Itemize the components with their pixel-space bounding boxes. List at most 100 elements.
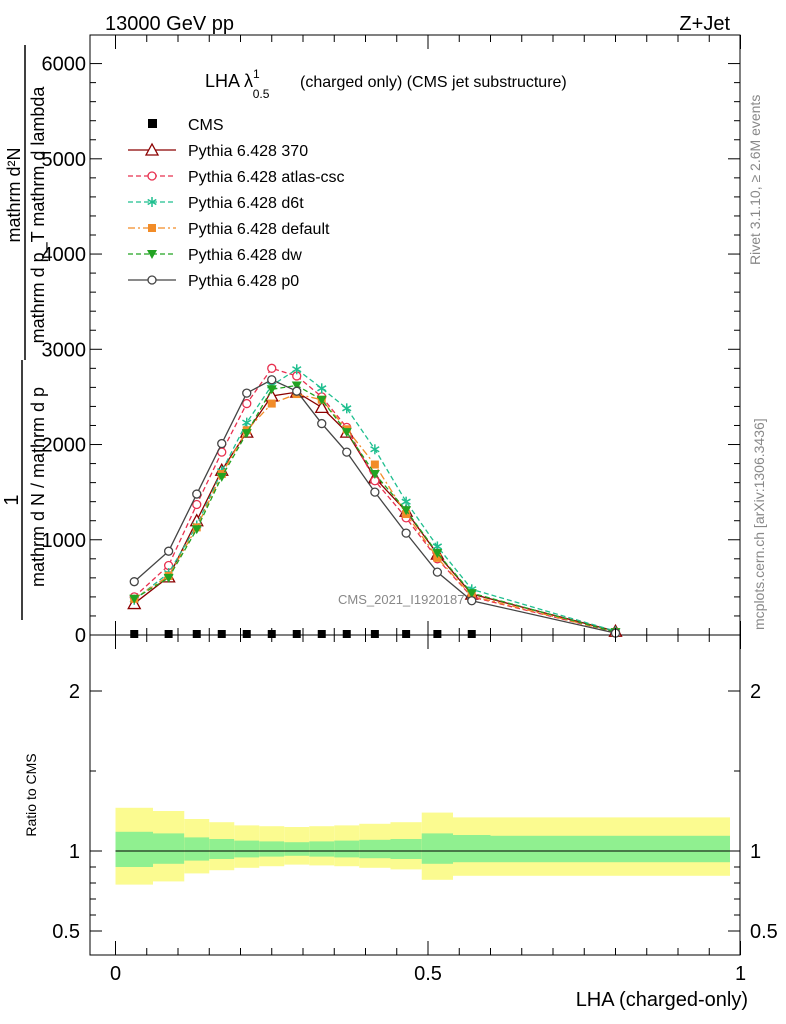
series-point [401, 528, 411, 538]
cms-point [217, 630, 226, 638]
cms-point [164, 630, 173, 638]
band-inner [284, 842, 310, 856]
cms-point [433, 630, 442, 638]
star-arm [242, 419, 252, 426]
series-line [133, 391, 616, 632]
series-point [314, 400, 329, 414]
upper-ylabel-den: mathrm d N / mathrm d p [28, 387, 48, 587]
series-point [163, 546, 174, 556]
series-point [241, 429, 252, 439]
lower-xlabel: LHA (charged-only) [576, 989, 748, 1011]
band-inner [453, 835, 491, 863]
band-inner [115, 831, 153, 867]
series-point [291, 381, 302, 391]
lower-ytick-label: 0.5 [52, 921, 80, 943]
legend: CMS Pythia 6.428 370 Pythia 6.428 atlas-cs… [128, 117, 345, 290]
band-inner [153, 833, 185, 864]
upper-ytick-label: 5000 [42, 149, 87, 171]
legend-label: Pythia 6.428 default [188, 221, 330, 238]
series-point [242, 398, 252, 409]
series-point [316, 395, 327, 405]
star-arm [370, 446, 380, 453]
upper-ytick-label: 1000 [42, 530, 87, 552]
series-point [129, 577, 139, 587]
series-point [191, 525, 202, 535]
series-point [342, 403, 352, 414]
band-inner [390, 839, 422, 859]
series-point [370, 487, 380, 497]
series-point [317, 383, 327, 394]
series-point [317, 418, 327, 429]
star-arm [292, 366, 302, 373]
upper-ylabel-num2: mathrm d²N [4, 147, 24, 242]
lower-plot-area [89, 634, 741, 956]
series-line [133, 379, 616, 634]
upper-ytick-label: 3000 [42, 339, 87, 361]
legend-item-4: Pythia 6.428 dw [128, 247, 302, 264]
series-point [163, 573, 174, 583]
lower-ytick-label-right: 2 [750, 681, 761, 703]
plot-title-main: LHA λ1 0.5 [205, 67, 270, 101]
watermark: CMS_2021_I1920187 [338, 592, 465, 607]
cms-point [130, 630, 139, 638]
band-inner [184, 837, 210, 861]
cms-point [342, 630, 351, 638]
series-line [133, 384, 616, 633]
title-main: LHA λ [205, 71, 253, 91]
band-inner [334, 840, 360, 858]
series-point [129, 594, 140, 604]
lower-ytick-label: 1 [69, 841, 80, 863]
upper-ytick-label: 0 [75, 625, 86, 647]
band-inner [259, 841, 285, 857]
band-inner [490, 835, 730, 863]
cms-point [467, 630, 476, 638]
star-arm [317, 385, 327, 392]
series-point [292, 364, 302, 375]
cms-point [402, 630, 411, 638]
ratio-bands [115, 807, 730, 885]
legend-label: Pythia 6.428 atlas-csc [188, 169, 345, 186]
band-inner [421, 833, 453, 864]
cms-point [292, 630, 301, 638]
upper-ylabel-num: 1 [1, 494, 23, 505]
series-point [401, 496, 411, 507]
series-line [133, 368, 616, 632]
legend-marker [147, 275, 157, 285]
legend-marker [148, 224, 156, 232]
lower-ytick-label-right: 0.5 [750, 921, 778, 943]
band-inner [234, 840, 260, 858]
plot-title-rest: (charged only) (CMS jet substructure) [300, 74, 567, 91]
upper-axes: 0 1000 2000 3000 4000 5000 6000 [42, 35, 741, 647]
upper-ytick-label: 4000 [42, 244, 87, 266]
series-point [192, 489, 202, 499]
upper-ytick-label: 2000 [42, 435, 87, 457]
legend-marker [147, 197, 157, 207]
series-point [242, 388, 252, 398]
series-point [267, 363, 277, 373]
series-point [467, 596, 477, 606]
series-5 [129, 375, 621, 638]
lower-ytick-label: 2 [69, 681, 80, 703]
legend-item-2: Pythia 6.428 d6t [128, 195, 304, 212]
series-point [217, 438, 227, 449]
series-point [370, 444, 380, 455]
lower-xtick-label: 1 [735, 963, 746, 985]
series-point [341, 428, 352, 438]
legend-label: Pythia 6.428 370 [188, 143, 308, 160]
series-point [369, 470, 380, 480]
series-point [216, 472, 227, 482]
cms-point [370, 630, 379, 638]
title-sup: 1 [253, 67, 260, 81]
lower-axes: 0 0.5 10.5 0.51 12 2 [52, 635, 778, 985]
legend-marker [147, 171, 157, 181]
cms-point [317, 630, 326, 638]
rivet-label: Rivet 3.1.10, ≥ 2.6M events [747, 95, 763, 265]
upper-ylabel-den2: mathrm d p_T mathrm d lambda [28, 86, 49, 344]
legend-item-cms: CMS [148, 117, 224, 134]
header-right: Z+Jet [679, 13, 730, 35]
upper-ytick-label: 6000 [42, 54, 87, 76]
legend-item-5: Pythia 6.428 p0 [128, 273, 299, 290]
legend-marker [147, 250, 157, 259]
legend-cms-label: CMS [188, 117, 224, 134]
